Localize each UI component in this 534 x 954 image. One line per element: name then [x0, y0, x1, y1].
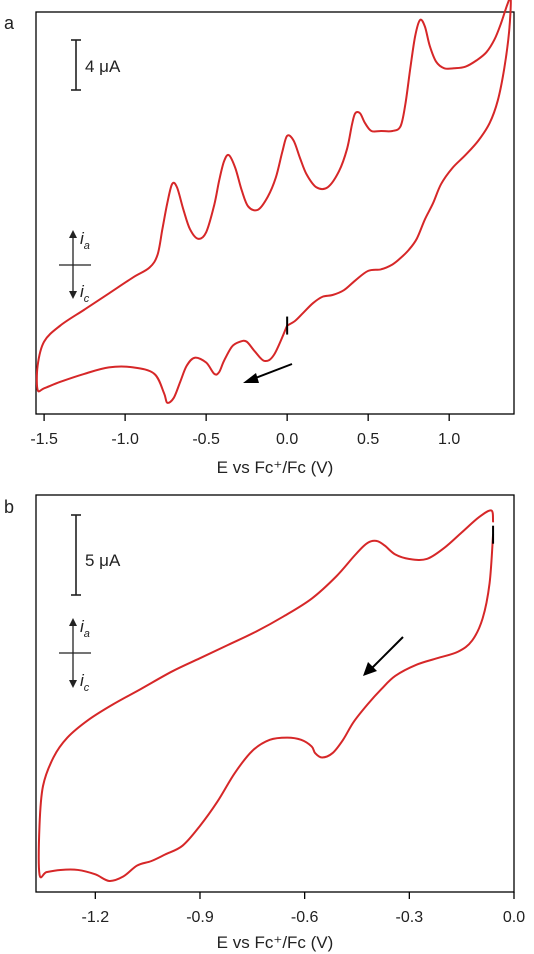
panel-b-scan-arrow-head-icon — [363, 662, 377, 676]
panel-b-cv-curve — [37, 509, 495, 882]
panel-b-x-tick-label: -0.6 — [291, 909, 319, 926]
panel-b-x-tick-labels: -1.2 -0.9 -0.6 -0.3 0.0 — [82, 909, 526, 926]
panel-b-scan-direction-arrow — [363, 636, 404, 676]
panel-a-x-tick-label: -0.5 — [192, 431, 220, 448]
panel-a-x-axis-title: E vs Fc⁺/Fc (V) — [217, 458, 334, 477]
panel-a-scale-bar-label: 4 μA — [85, 57, 121, 76]
panel-a-current-direction-legend: ia ic — [59, 229, 91, 305]
panel-a-x-ticks — [43, 414, 450, 421]
panel-a-x-tick-labels: -1.5 -1.0 -0.5 0.0 0.5 1.0 — [30, 431, 460, 448]
panel-a-anodic-label: ia — [80, 229, 90, 252]
panel-b-cathodic-label: ic — [80, 671, 90, 694]
panel-b-label: b — [4, 497, 14, 517]
panel-b-x-ticks — [94, 892, 515, 899]
panel-b-current-direction-legend: ia ic — [59, 617, 91, 694]
panel-a-scan-arrow-head-icon — [243, 373, 259, 383]
panel-b-x-axis-title: E vs Fc⁺/Fc (V) — [217, 933, 334, 952]
panel-a-label: a — [4, 13, 15, 33]
panel-a-scan-arrow-shaft — [252, 363, 293, 380]
panel-a-cv-curve — [35, 0, 512, 404]
panel-a-x-tick-label: 0.5 — [357, 431, 379, 448]
panel-b-anodic-arrow-icon — [69, 618, 77, 626]
panel-b-cathodic-arrow-icon — [69, 680, 77, 688]
panel-a-cathodic-label: ic — [80, 282, 90, 305]
panel-a-scale-bar: 4 μA — [71, 39, 121, 91]
panel-a-x-tick-label: 1.0 — [438, 431, 460, 448]
panel-a-cathodic-arrow-icon — [69, 291, 77, 299]
panel-a: a -1.5 -1.0 -0.5 0.0 0.5 1.0 E vs Fc⁺/Fc (V) … — [4, 0, 515, 477]
panel-b-scan-arrow-shaft — [371, 636, 404, 669]
panel-b-x-tick-label: -0.9 — [186, 909, 214, 926]
panel-b-x-tick-label: 0.0 — [503, 909, 525, 926]
panel-a-anodic-arrow-icon — [69, 230, 77, 238]
panel-b-x-tick-label: -0.3 — [396, 909, 424, 926]
panel-b-anodic-label: ia — [80, 617, 90, 640]
panel-b: b -1.2 -0.9 -0.6 -0.3 0.0 E vs Fc⁺/Fc (V) 5 … — [4, 494, 526, 952]
panel-a-x-tick-label: -1.5 — [30, 431, 58, 448]
panel-a-x-tick-label: 0.0 — [276, 431, 298, 448]
panel-a-x-tick-label: -1.0 — [111, 431, 139, 448]
panel-b-plot-frame — [35, 494, 515, 893]
panel-a-scan-direction-arrow — [243, 363, 293, 383]
panel-b-x-tick-label: -1.2 — [82, 909, 110, 926]
panel-a-plot-frame — [35, 11, 515, 415]
panel-b-scale-bar-label: 5 μA — [85, 551, 121, 570]
panel-b-scale-bar: 5 μA — [71, 514, 121, 596]
